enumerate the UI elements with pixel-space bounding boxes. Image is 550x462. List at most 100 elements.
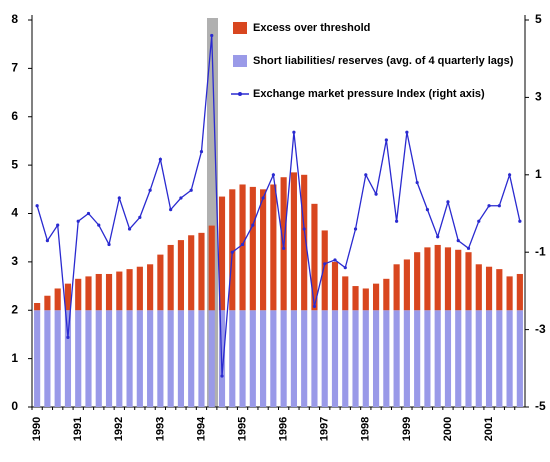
bar: [177, 240, 185, 311]
bar: [516, 310, 523, 407]
y-tick-label: 6: [11, 109, 18, 123]
line-marker: [302, 227, 306, 231]
x-tick-label: 1999: [401, 417, 413, 441]
bar: [290, 310, 297, 407]
line-marker: [364, 173, 368, 177]
legend-swatch: [238, 92, 242, 96]
bar: [126, 310, 133, 407]
bar: [342, 310, 349, 407]
bar: [64, 310, 72, 407]
line-marker: [261, 196, 265, 200]
legend-label: Excess over threshold: [253, 22, 370, 34]
bar: [239, 310, 246, 407]
bar: [403, 259, 410, 311]
bar: [383, 310, 390, 407]
bar: [331, 310, 339, 407]
line-marker: [456, 238, 460, 243]
line-marker: [230, 250, 234, 254]
bar: [414, 252, 421, 311]
bar: [44, 310, 51, 407]
y2-tick-label: -5: [535, 399, 546, 413]
y2-tick-label: 5: [535, 12, 542, 26]
bar: [485, 310, 493, 407]
bar: [444, 247, 452, 311]
line-marker: [199, 149, 204, 154]
bar: [352, 310, 359, 407]
line-marker: [169, 208, 173, 212]
bar: [383, 278, 390, 311]
line-marker: [271, 173, 275, 177]
bar: [342, 276, 349, 311]
x-tick-label: 1998: [360, 417, 372, 441]
bar: [321, 310, 328, 407]
line-marker: [353, 227, 358, 231]
bar: [352, 286, 359, 311]
bar: [485, 266, 493, 311]
crisis-shading: [207, 18, 218, 407]
y2-tick-label: -3: [535, 322, 546, 336]
y-tick-label: 4: [11, 206, 18, 220]
x-tick-label: 1992: [113, 417, 125, 441]
bar: [136, 310, 143, 407]
line-marker: [138, 215, 142, 219]
bar: [301, 310, 308, 407]
line-marker: [148, 188, 152, 192]
bar: [465, 310, 472, 407]
bar: [290, 172, 297, 311]
bar: [105, 273, 113, 311]
bar: [455, 310, 462, 407]
line-marker: [518, 219, 522, 223]
line-marker: [405, 130, 409, 134]
line-marker: [86, 211, 91, 216]
bar: [54, 288, 61, 311]
bar: [321, 230, 328, 311]
bar: [506, 276, 513, 311]
bar: [362, 288, 369, 311]
line-marker: [497, 204, 501, 208]
bar: [34, 302, 41, 311]
bar: [434, 310, 441, 407]
y-tick-label: 2: [11, 302, 18, 316]
x-tick-label: 2000: [442, 417, 454, 441]
line-marker: [240, 242, 245, 247]
line-marker: [158, 157, 162, 161]
bar: [95, 273, 102, 311]
bar: [75, 310, 82, 407]
bar: [136, 266, 143, 311]
bar: [393, 264, 400, 311]
line-marker: [425, 208, 430, 212]
line-marker: [446, 200, 450, 204]
line-marker: [66, 335, 70, 339]
bar: [424, 310, 431, 407]
bar: [455, 249, 462, 311]
y2-tick-label: -1: [535, 244, 546, 258]
bar: [506, 310, 513, 407]
line-marker: [45, 238, 50, 243]
bar: [229, 189, 236, 311]
bar: [372, 283, 380, 311]
legend-label: Short liabilities/ reserves (avg. of 4 q…: [253, 55, 514, 67]
bar: [34, 310, 41, 407]
line-marker: [179, 196, 183, 200]
line-marker: [487, 204, 491, 208]
y2-tick-label: 1: [535, 167, 542, 181]
bar: [260, 310, 267, 407]
bar: [116, 271, 123, 311]
bar: [311, 310, 318, 407]
x-tick-label: 1990: [31, 417, 43, 441]
bar: [311, 203, 318, 311]
line-marker: [415, 180, 419, 185]
bar: [64, 283, 72, 311]
bar: [331, 261, 339, 311]
line-marker: [333, 258, 337, 262]
line-marker: [97, 223, 101, 227]
bar: [362, 310, 369, 407]
bar: [198, 232, 205, 311]
y-tick-label: 1: [11, 351, 18, 365]
bar: [496, 310, 503, 407]
x-tick-label: 1996: [278, 417, 290, 441]
bar: [44, 295, 51, 311]
bar: [218, 196, 226, 311]
